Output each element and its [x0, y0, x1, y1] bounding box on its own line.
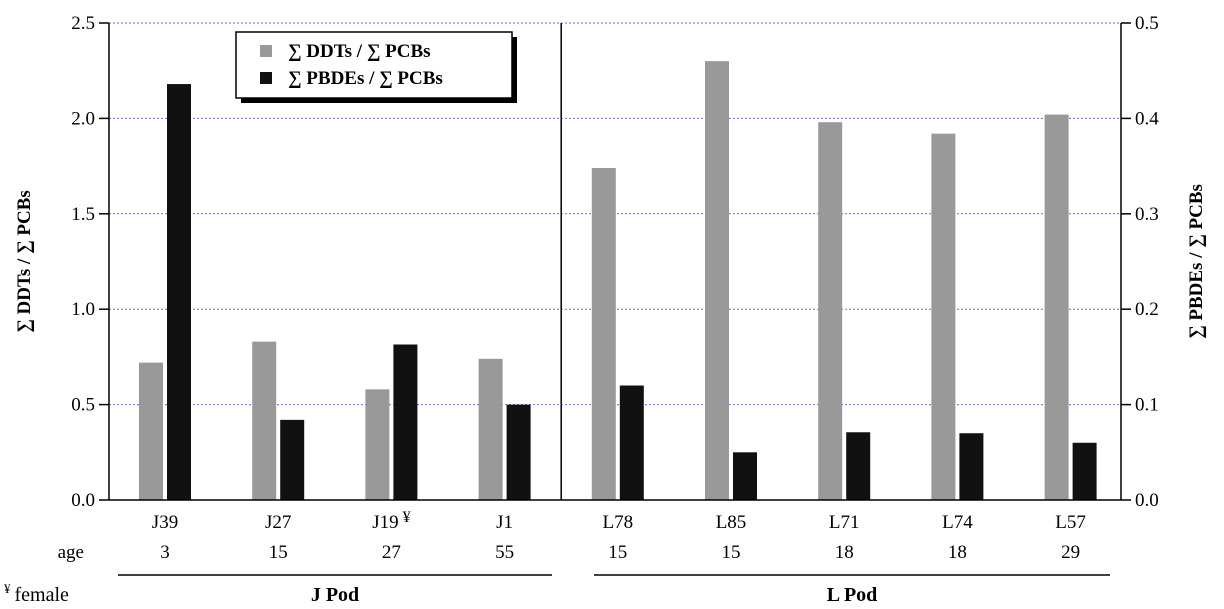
- age-label: age: [58, 542, 84, 563]
- bar-pbde-j39: [167, 84, 191, 500]
- age-value: 18: [948, 542, 967, 563]
- age-value: 15: [269, 542, 288, 563]
- y2-tick-label: 0.2: [1135, 299, 1159, 320]
- y2-tick-label: 0.3: [1135, 204, 1159, 225]
- x-tick-label: L74: [942, 512, 973, 533]
- x-tick-label: L78: [602, 512, 633, 533]
- bar-ddt-j19: [365, 389, 390, 500]
- legend-swatch: [260, 72, 272, 84]
- group-label-l-pod: L Pod: [827, 584, 878, 606]
- age-value: 15: [722, 542, 741, 563]
- y2-tick-label: 0.5: [1135, 13, 1159, 34]
- x-tick-label: L85: [716, 512, 747, 533]
- y-tick-label: 2.5: [71, 13, 95, 34]
- x-tick-label: J19 ¥: [372, 509, 410, 533]
- bar-ddt-l78: [591, 168, 616, 500]
- y-tick-label: 1.0: [71, 299, 95, 320]
- bar-pbde-l78: [619, 385, 644, 500]
- bar-pbde-j1: [506, 404, 531, 500]
- y-tick-label: 0.0: [71, 490, 95, 511]
- bar-pbde-l85: [733, 452, 757, 500]
- x-tick-label: J27: [265, 512, 291, 533]
- bar-ddt-j27: [252, 341, 277, 500]
- legend-label: ∑ PBDEs / ∑ PCBs: [288, 68, 443, 89]
- y-axis-title: ∑ DDTs / ∑ PCBs: [14, 190, 35, 333]
- x-tick-label: L71: [829, 512, 860, 533]
- y-tick-label: 1.5: [71, 204, 95, 225]
- bar-pbde-j19: [393, 344, 418, 500]
- footnote: ¥ female: [4, 581, 69, 606]
- age-value: 29: [1061, 542, 1080, 563]
- bar-ddt-l74: [931, 133, 956, 500]
- bar-ddt-l85: [705, 61, 729, 500]
- age-value: 18: [835, 542, 854, 563]
- x-tick-label: J39: [152, 512, 178, 533]
- legend-box: [235, 31, 513, 99]
- labels: 0.0 0.5 1.0 1.5 2.0 2.5 0.0 0.1 0.2 0.3 0.4 0.5 ∑ DD…: [4, 13, 1207, 606]
- y2-tick-label: 0.0: [1135, 490, 1159, 511]
- y2-axis-title: ∑ PBDEs / ∑ PCBs: [1186, 184, 1207, 339]
- bar-pbde-j27: [280, 419, 305, 500]
- bar-ddt-l57: [1044, 114, 1069, 501]
- x-tick-label: L57: [1055, 512, 1086, 533]
- legend-swatch: [260, 45, 272, 57]
- bar-ddt-l71: [818, 122, 843, 500]
- legend-label: ∑ DDTs / ∑ PCBs: [288, 41, 431, 62]
- x-tick-label: J1: [496, 512, 513, 533]
- age-value: 15: [608, 542, 627, 563]
- bar-ddt-j39: [139, 362, 163, 500]
- bar-pbde-l57: [1072, 442, 1097, 500]
- legend: ∑ DDTs / ∑ PCBs ∑ PBDEs / ∑ PCBs: [235, 31, 517, 103]
- y-tick-label: 0.5: [71, 395, 95, 416]
- group-label-j-pod: J Pod: [311, 584, 359, 606]
- age-value: 27: [382, 542, 401, 563]
- axes: [99, 22, 1131, 576]
- y2-tick-label: 0.4: [1135, 108, 1159, 129]
- bar-pbde-l71: [846, 432, 871, 500]
- age-value: 3: [160, 542, 170, 563]
- bar-pbde-l74: [959, 433, 984, 500]
- bars: [139, 61, 1097, 501]
- y2-tick-label: 0.1: [1135, 395, 1159, 416]
- y-tick-label: 2.0: [71, 108, 95, 129]
- bar-ddt-j1: [478, 358, 503, 500]
- age-value: 55: [495, 542, 514, 563]
